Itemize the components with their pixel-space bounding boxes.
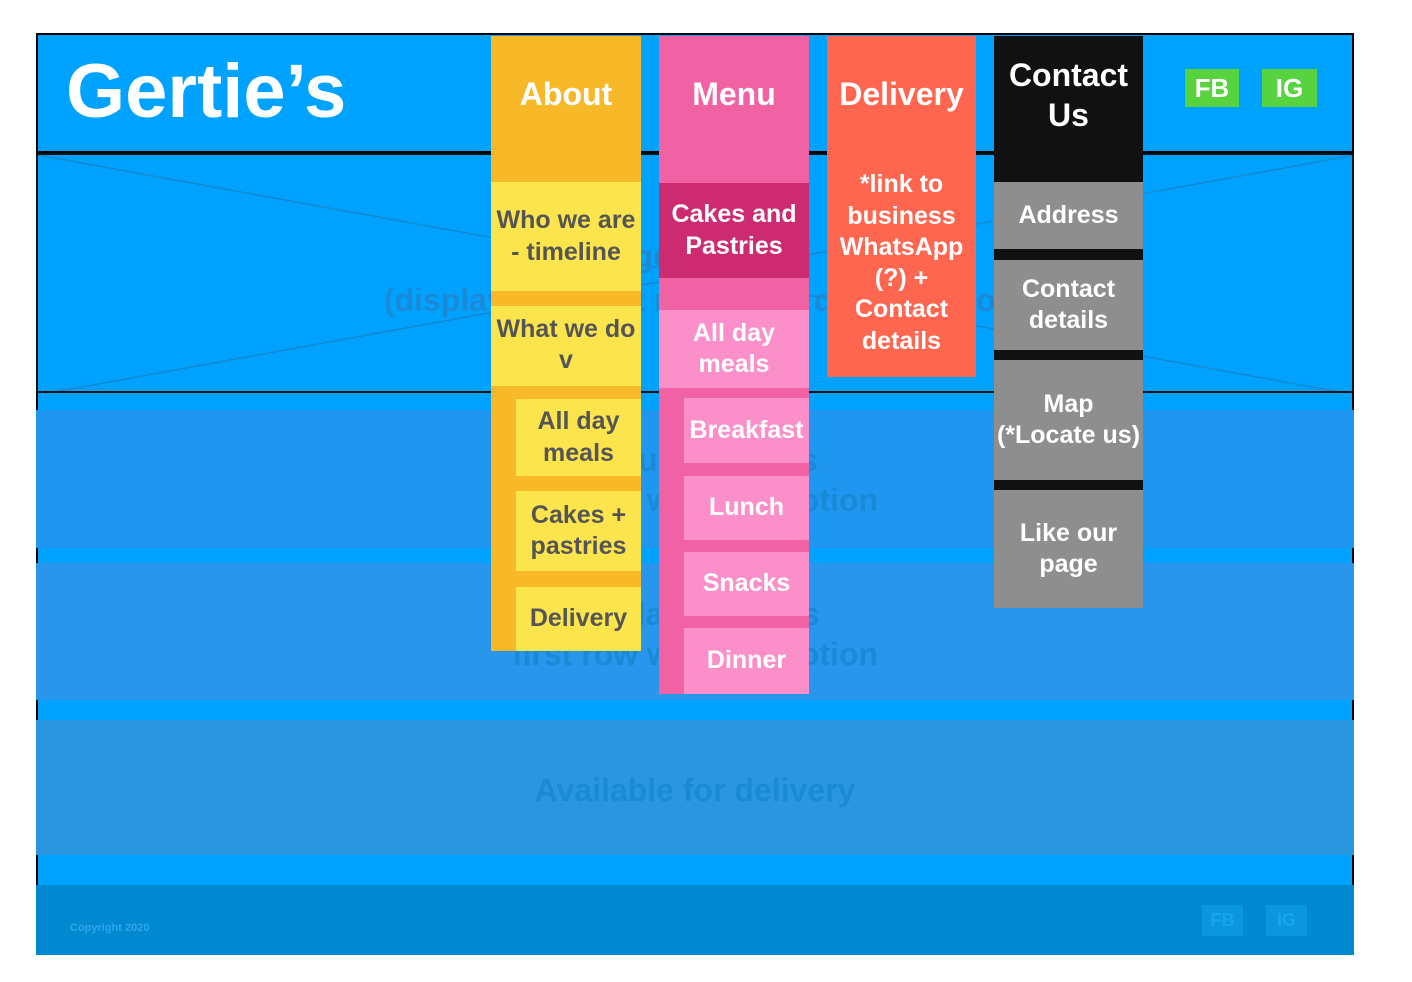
nav-delivery[interactable]: Delivery: [839, 75, 964, 112]
section: [36, 720, 1354, 855]
nav-about[interactable]: About: [519, 75, 613, 112]
fb-link[interactable]: FB: [1202, 905, 1243, 936]
menu-item[interactable]: Contact details: [994, 260, 1143, 350]
footer: [36, 885, 1354, 955]
submenu-item[interactable]: Delivery: [516, 587, 641, 651]
menu-item[interactable]: What we do v: [491, 306, 641, 386]
menu-item[interactable]: Address: [994, 182, 1143, 249]
submenu-item[interactable]: Snacks: [684, 552, 809, 616]
ig-link[interactable]: IG: [1262, 69, 1317, 107]
menu-item[interactable]: Map (*Locate us): [994, 360, 1143, 480]
menu-item[interactable]: Cakes and Pastries: [659, 183, 809, 278]
menu-item[interactable]: All day meals: [659, 310, 809, 388]
fb-link[interactable]: FB: [1185, 69, 1239, 107]
ig-link[interactable]: IG: [1266, 905, 1307, 936]
nav-menu[interactable]: Menu: [692, 75, 776, 112]
submenu-item[interactable]: Breakfast: [684, 398, 809, 463]
submenu-item[interactable]: Dinner: [684, 628, 809, 694]
logo: Gertie’s: [66, 49, 347, 134]
menu-item[interactable]: Who we are - timeline: [491, 182, 641, 291]
submenu-item[interactable]: All day meals: [516, 399, 641, 476]
delivery-note: *link to business WhatsApp (?) + Contact…: [839, 170, 964, 355]
submenu-item[interactable]: Lunch: [684, 476, 809, 540]
section-title: Available for delivery: [534, 772, 856, 808]
menu-item[interactable]: Like our page: [994, 490, 1143, 608]
nav-contact[interactable]: Contact Us: [1008, 57, 1129, 133]
delivery-dropdown: [827, 36, 976, 377]
submenu-item[interactable]: Cakes + pastries: [516, 491, 641, 571]
copyright: Copyright 2020: [70, 922, 150, 934]
